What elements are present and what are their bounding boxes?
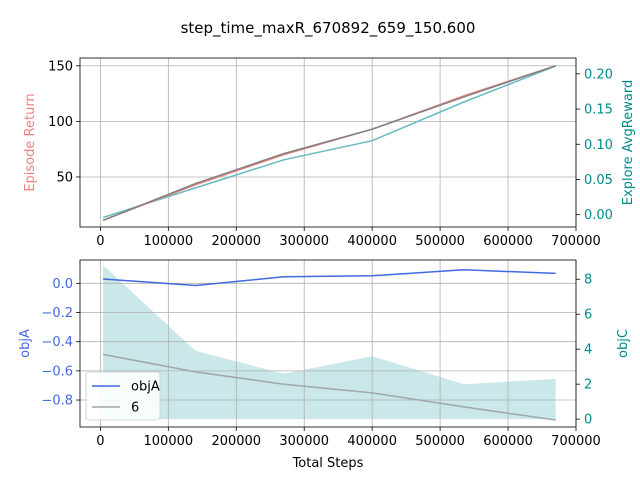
panel-top: 0 100000 200000 300000 400000 500000 600000 700… xyxy=(23,57,636,249)
figure-title: step_time_maxR_670892_659_150.600 xyxy=(181,19,476,38)
right-y-tick-label: 0.15 xyxy=(584,103,613,118)
left-y-tick-label: −0.6 xyxy=(41,364,73,379)
x-tick-label: 0 xyxy=(96,434,104,449)
right-y-tick-label: 0.20 xyxy=(584,67,613,82)
left-axis-label: objA xyxy=(18,329,33,358)
right-y-tick-label: 0.10 xyxy=(584,138,613,153)
right-y-tick-label: 0 xyxy=(584,413,592,428)
right-y-tick-label: 0.00 xyxy=(584,208,613,223)
x-tick-label: 400000 xyxy=(347,234,397,249)
left-y-tick-label: −0.4 xyxy=(41,335,73,350)
series-line-3 xyxy=(102,65,556,221)
x-tick-label: 600000 xyxy=(483,234,533,249)
x-tick-label: 300000 xyxy=(279,434,329,449)
x-tick-label: 200000 xyxy=(211,234,261,249)
panel-bottom: 0 100000 200000 300000 400000 500000 600000 700… xyxy=(18,259,631,471)
series-line-6 xyxy=(102,353,556,421)
x-tick-label: 500000 xyxy=(415,234,465,249)
x-tick-label: 600000 xyxy=(483,434,533,449)
objc-band-area xyxy=(103,265,556,420)
right-y-tick-label: 4 xyxy=(584,343,592,358)
left-y-tick-label: −0.8 xyxy=(41,394,73,409)
left-y-tick-label: 0.0 xyxy=(52,277,73,292)
left-y-tick-label: 150 xyxy=(48,59,73,74)
x-tick-label: 500000 xyxy=(415,434,465,449)
left-y-tick-label: 50 xyxy=(56,170,73,185)
right-y-tick-label: 6 xyxy=(584,308,592,323)
plot-frame xyxy=(79,57,577,228)
left-axis-label: Episode Return xyxy=(23,93,38,191)
right-axis-label: objC xyxy=(616,329,631,358)
right-y-tick-label: 0.05 xyxy=(584,173,613,188)
series-line-1 xyxy=(102,65,556,219)
x-tick-label: 700000 xyxy=(551,234,601,249)
legend-entry-label: 6 xyxy=(131,401,139,416)
right-axis-label: Explore AvgReward xyxy=(621,80,636,205)
x-axis-label: Total Steps xyxy=(292,456,364,471)
legend: objA 6 xyxy=(85,371,161,421)
legend-box xyxy=(85,371,161,421)
x-tick-label: 100000 xyxy=(144,434,194,449)
left-y-tick-label: −0.2 xyxy=(41,306,73,321)
x-tick-label: 100000 xyxy=(144,234,194,249)
x-tick-label: 700000 xyxy=(551,434,601,449)
legend-entry-label: objA xyxy=(131,380,160,395)
plot-frame xyxy=(79,259,577,428)
x-tick-label: 400000 xyxy=(347,434,397,449)
series-line-obja xyxy=(103,269,556,287)
x-tick-label: 300000 xyxy=(279,234,329,249)
left-y-tick-label: 100 xyxy=(48,115,73,130)
right-y-tick-label: 8 xyxy=(584,273,592,288)
x-tick-label: 200000 xyxy=(211,434,261,449)
right-y-tick-label: 2 xyxy=(584,378,592,393)
x-tick-label: 0 xyxy=(96,234,104,249)
